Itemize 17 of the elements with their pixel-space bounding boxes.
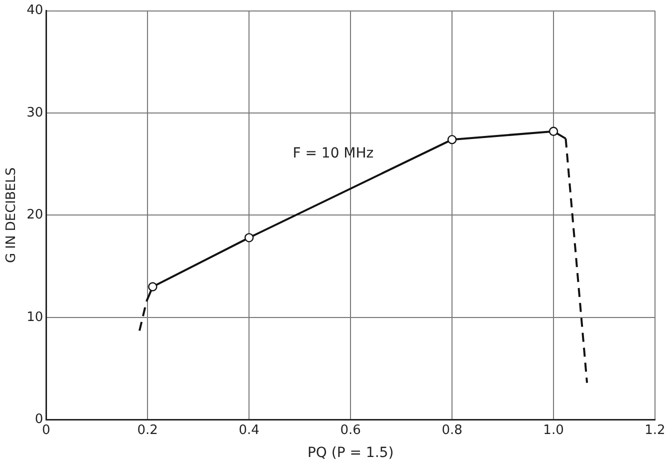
y-tick-label: 30 <box>26 105 44 120</box>
x-tick-label: 0.2 <box>137 422 158 438</box>
x-tick-label: 1.2 <box>644 422 666 438</box>
point <box>148 282 158 292</box>
y-tick-label: 0 <box>34 412 44 427</box>
point <box>548 126 558 136</box>
x-tick-label: 1.0 <box>543 422 564 438</box>
x-tick-label: 0.8 <box>442 422 462 438</box>
y-tick-label: 10 <box>26 310 44 325</box>
point <box>244 233 254 242</box>
x-tick-label: 0.4 <box>238 422 260 438</box>
y-tick-label: 40 <box>26 3 44 18</box>
x-tick-label: 0.6 <box>340 422 361 438</box>
y-axis-title: G IN DECIBELS <box>4 167 20 264</box>
y-tick-label: 20 <box>26 208 44 223</box>
x-axis-title: PQ (P = 1.5) <box>307 445 394 462</box>
point <box>447 134 457 144</box>
